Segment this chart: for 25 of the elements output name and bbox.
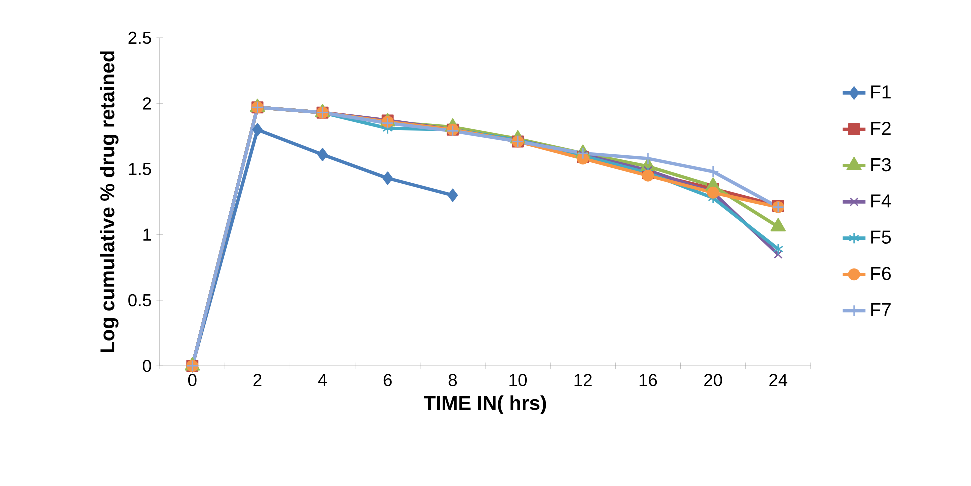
x-tick-label: 2 [254,374,262,386]
y-axis-title: Log cumulative % drug retained [100,52,119,352]
y-tick-label: 2.5 [128,32,152,44]
y-tick-label: 2 [143,98,152,110]
legend-label: F1 [872,86,891,99]
x-tick-label: 10 [510,374,528,386]
x-tick-label: 6 [384,374,392,386]
legend-label: F3 [872,158,891,172]
x-tick-label: 8 [448,374,458,386]
y-tick-label: 1.5 [129,163,152,176]
x-tick-label: 20 [704,374,722,386]
x-axis-title: TIME IN( hrs) [424,396,546,414]
x-tick-label: 16 [640,374,658,386]
x-tick-label: 24 [770,374,788,386]
legend-label: F6 [872,267,891,280]
y-tick-label: 0.5 [128,294,152,307]
legend-label: F2 [872,122,891,135]
x-tick-label: 4 [318,374,328,386]
legend-label: F5 [872,230,892,244]
legend-label: F7 [872,303,891,316]
legend-label: F4 [872,194,892,208]
y-tick-label: 0 [143,360,152,372]
x-tick-label: 12 [574,374,592,386]
y-tick-label: 1 [144,228,152,241]
x-tick-label: 0 [188,374,197,386]
